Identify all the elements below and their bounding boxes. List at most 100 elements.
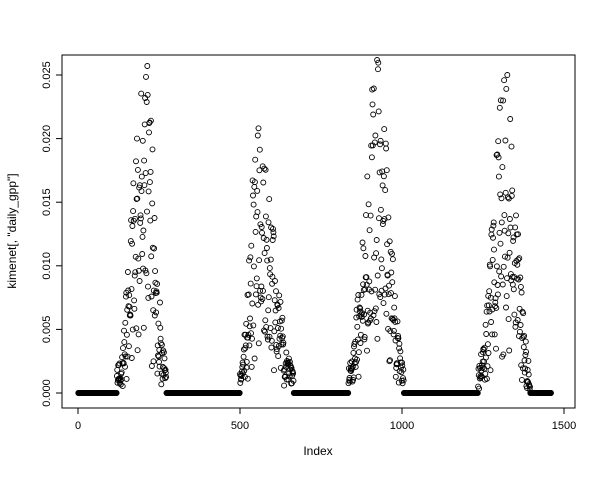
data-point: [489, 331, 496, 338]
data-point: [348, 358, 355, 365]
data-point: [483, 375, 490, 382]
data-point: [158, 341, 165, 348]
data-point: [380, 300, 387, 307]
data-point: [364, 173, 371, 180]
data-point: [386, 282, 392, 289]
data-point: [135, 255, 142, 262]
data-point: [378, 265, 385, 272]
data-point: [124, 269, 131, 275]
data-point: [501, 77, 508, 84]
data-point: [158, 381, 165, 388]
data-point: [399, 362, 406, 369]
data-point: [137, 215, 144, 222]
data-point: [265, 294, 272, 301]
data-point: [261, 165, 268, 172]
data-point: [249, 335, 255, 342]
data-point: [359, 317, 366, 324]
data-point: [500, 351, 507, 358]
data-point: [485, 302, 492, 309]
data-point: [516, 305, 523, 312]
data-point: [121, 339, 128, 346]
data-point: [142, 267, 149, 274]
data-point: [383, 145, 390, 152]
data-point: [147, 168, 154, 175]
data-point: [353, 314, 360, 321]
data-point: [512, 323, 519, 330]
data-point: [506, 249, 513, 256]
data-point: [122, 319, 129, 326]
data-point: [145, 294, 152, 301]
data-point: [262, 166, 269, 173]
data-point: [264, 333, 271, 340]
data-point: [358, 291, 365, 298]
data-point: [373, 250, 380, 257]
data-point: [125, 343, 132, 350]
data-point: [400, 377, 407, 384]
data-point: [389, 250, 395, 257]
data-point: [267, 325, 274, 332]
data-point: [246, 257, 253, 264]
data-point: [522, 352, 529, 358]
data-point: [272, 278, 278, 284]
data-point: [494, 282, 501, 288]
data-point: [123, 331, 130, 338]
data-point: [273, 288, 279, 295]
data-point: [271, 328, 278, 335]
data-point: [525, 371, 532, 378]
data-point: [381, 291, 388, 298]
data-point: [245, 334, 252, 341]
data-point: [153, 289, 160, 296]
data-point: [510, 234, 517, 241]
plot-area-box: [61, 54, 576, 409]
data-point: [484, 341, 491, 348]
data-point: [355, 349, 362, 356]
data-point: [252, 156, 259, 163]
data-point: [380, 173, 387, 180]
data-point: [277, 298, 284, 305]
data-point: [374, 335, 381, 342]
data-point: [521, 332, 528, 339]
data-point: [350, 376, 357, 383]
data-point: [257, 294, 264, 301]
data-point: [133, 158, 139, 165]
data-point: [275, 305, 282, 312]
data-point: [133, 325, 140, 332]
data-point: [157, 335, 164, 342]
data-point: [131, 305, 138, 312]
data-point: [488, 319, 495, 325]
data-point: [146, 129, 152, 136]
data-point: [376, 169, 383, 176]
data-point: [391, 304, 398, 311]
data-point: [255, 125, 262, 132]
data-point: [131, 297, 138, 304]
data-point: [278, 317, 285, 324]
data-point: [360, 245, 367, 252]
data-point: [361, 311, 368, 318]
data-point: [241, 373, 248, 380]
data-point: [496, 229, 503, 236]
data-point: [290, 370, 297, 377]
data-point: [262, 213, 269, 220]
data-point: [145, 283, 151, 290]
data-point: [140, 227, 147, 234]
x-tick-label: 500: [231, 420, 249, 432]
y-axis-ticks: 0.000 0.005 0.010 0.015 0.020 0.025: [41, 61, 62, 407]
data-point: [162, 369, 169, 376]
data-point: [372, 286, 379, 293]
data-point: [495, 138, 502, 145]
data-point: [276, 292, 283, 299]
data-point: [504, 72, 511, 78]
data-point: [270, 229, 277, 236]
data-point: [482, 354, 489, 361]
data-point: [354, 356, 360, 363]
data-point: [269, 280, 276, 287]
data-point: [509, 187, 516, 194]
y-tick-label: 0.005: [41, 316, 53, 344]
data-point: [143, 270, 150, 277]
data-point: [516, 255, 523, 262]
data-point: [129, 223, 136, 229]
data-point: [130, 180, 137, 187]
data-point: [252, 291, 259, 298]
data-point: [377, 294, 384, 301]
data-point: [263, 236, 270, 243]
